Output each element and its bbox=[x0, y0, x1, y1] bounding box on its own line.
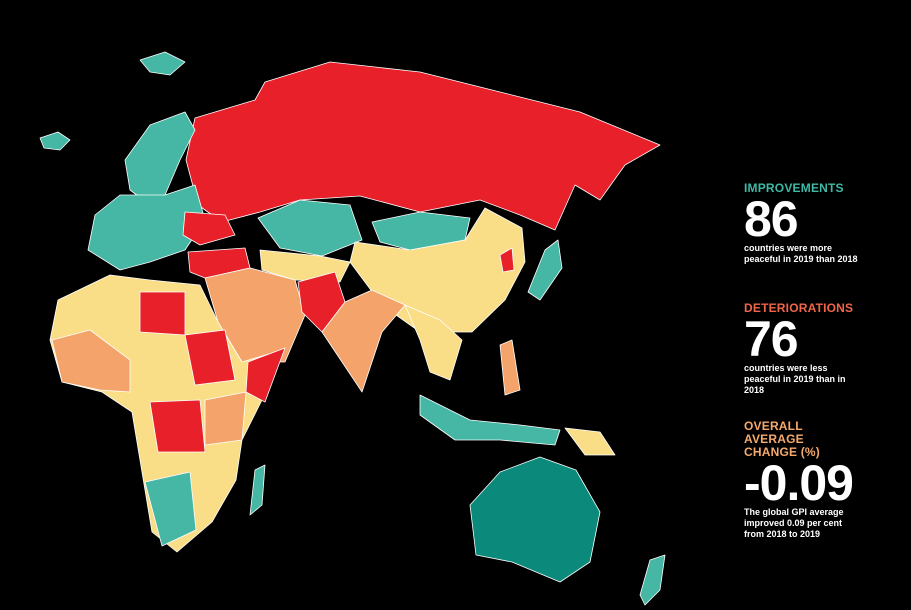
southeast-asia bbox=[404, 304, 463, 381]
central-africa bbox=[149, 399, 206, 453]
world-map bbox=[39, 51, 666, 606]
madagascar bbox=[249, 464, 266, 516]
stat-value: 76 bbox=[744, 311, 799, 367]
stat-description: countries were less peaceful in 2019 tha… bbox=[744, 363, 846, 395]
west-africa bbox=[51, 329, 131, 393]
new-zealand bbox=[639, 554, 666, 606]
stat-label: OVERALL AVERAGE CHANGE (%) bbox=[744, 419, 820, 459]
korea bbox=[499, 247, 515, 273]
stat-label: IMPROVEMENTS bbox=[744, 181, 844, 195]
iceland bbox=[39, 131, 71, 151]
stat-description: countries were more peaceful in 2019 tha… bbox=[744, 243, 858, 264]
east-africa bbox=[204, 391, 247, 446]
svalbard bbox=[139, 51, 186, 76]
stat-value: -0.09 bbox=[744, 455, 854, 511]
somalia bbox=[245, 347, 286, 403]
deteriorations-block: DETERIORATIONS 76 countries were less pe… bbox=[744, 302, 894, 396]
philippines bbox=[499, 339, 521, 396]
new-guinea bbox=[564, 427, 616, 456]
ukraine bbox=[182, 211, 236, 246]
kazakhstan bbox=[257, 199, 363, 257]
india bbox=[321, 289, 406, 393]
stat-value: 86 bbox=[744, 191, 799, 247]
improvements-block: IMPROVEMENTS 86 countries were more peac… bbox=[744, 182, 894, 265]
stat-description: The global GPI average improved 0.09 per… bbox=[744, 507, 844, 539]
indonesia bbox=[419, 394, 561, 446]
libya bbox=[139, 291, 186, 336]
sudan bbox=[184, 329, 236, 386]
russia bbox=[185, 61, 661, 231]
japan bbox=[527, 239, 563, 301]
europe bbox=[87, 184, 206, 271]
australia bbox=[469, 456, 601, 583]
southern-africa bbox=[144, 471, 197, 547]
average-change-block: OVERALL AVERAGE CHANGE (%) -0.09 The glo… bbox=[744, 420, 894, 540]
stat-label: DETERIORATIONS bbox=[744, 301, 854, 315]
